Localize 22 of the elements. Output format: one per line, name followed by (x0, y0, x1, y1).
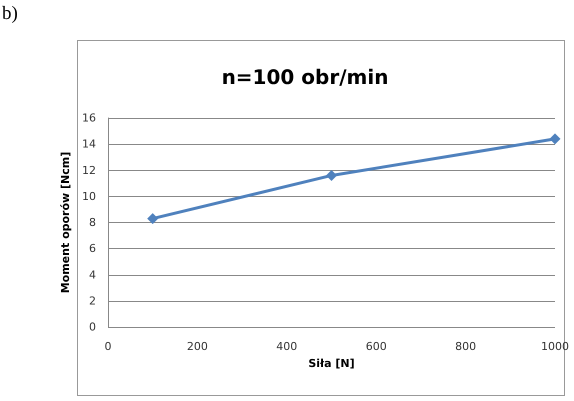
y-axis-title: Moment oporów [Ncm] (59, 152, 72, 294)
y-tick-label: 10 (82, 190, 96, 203)
y-tick-label: 4 (89, 268, 96, 282)
x-tick-label: 0 (104, 340, 112, 353)
x-tick-label: 1000 (541, 340, 569, 353)
y-tick-label: 8 (89, 216, 96, 229)
y-tick-label: 2 (89, 294, 96, 308)
y-tick-label: 14 (82, 138, 96, 151)
x-tick-label: 200 (186, 340, 208, 353)
chart-title: n=100 obr/min (222, 65, 388, 89)
y-tick-label: 16 (82, 112, 96, 124)
point (550, 133, 560, 144)
y-tick-label: 6 (89, 242, 96, 256)
text: b) (2, 3, 18, 24)
x-tick-label: 400 (276, 340, 298, 353)
x-axis-title: Siła [N] (308, 357, 355, 370)
x-tick-label: 600 (366, 340, 387, 353)
y-tick-label: 0 (89, 320, 96, 334)
point (147, 213, 158, 224)
y-tick-label: 12 (82, 164, 96, 177)
x-tick-label: 800 (455, 340, 476, 353)
point (326, 170, 337, 181)
